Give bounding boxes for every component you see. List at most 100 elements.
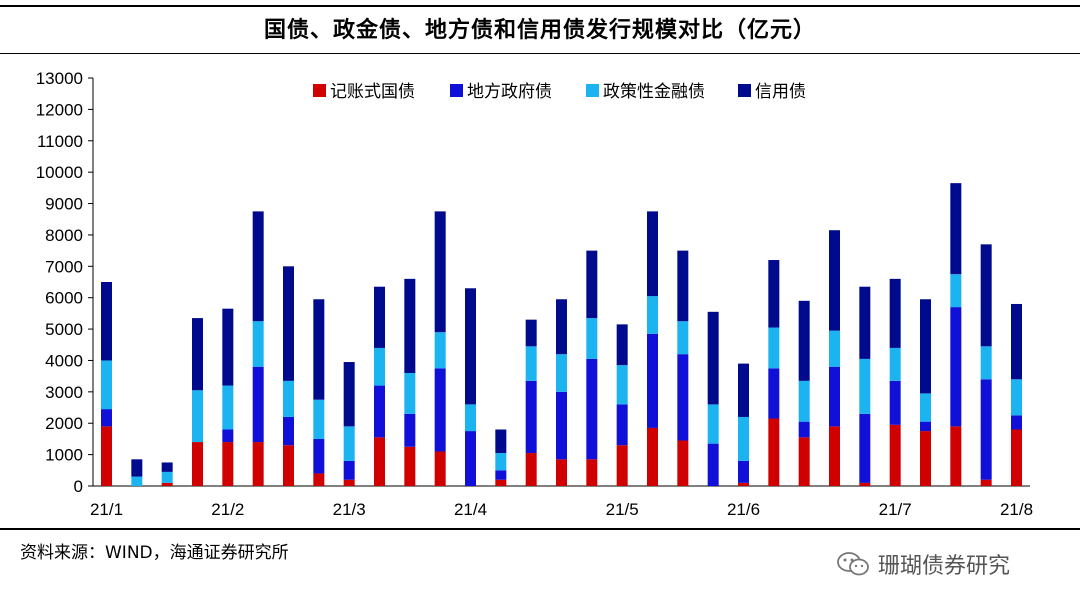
x-tick-label: 21/5 bbox=[606, 500, 639, 519]
bar-segment-4 bbox=[161, 462, 173, 472]
bar-segment-4 bbox=[859, 286, 871, 359]
watermark: 珊瑚债券研究 bbox=[836, 548, 1010, 580]
x-tick-label: 21/8 bbox=[1000, 500, 1033, 519]
legend-swatch bbox=[450, 84, 463, 97]
bar-segment-3 bbox=[131, 476, 143, 486]
x-tick-label: 21/6 bbox=[727, 500, 760, 519]
bar-segment-2 bbox=[798, 421, 810, 438]
x-tick-label: 21/2 bbox=[211, 500, 244, 519]
bar-segment-1 bbox=[647, 427, 658, 486]
bar-segment-4 bbox=[343, 362, 355, 427]
x-tick-label: 21/1 bbox=[90, 500, 123, 519]
bar-segment-3 bbox=[465, 404, 476, 432]
bar-segment-4 bbox=[829, 230, 840, 331]
y-tick-label: 7000 bbox=[45, 257, 83, 276]
bar-segment-1 bbox=[343, 479, 355, 486]
bar-segment-2 bbox=[768, 368, 780, 419]
bar-segment-4 bbox=[556, 299, 567, 355]
bar-segment-4 bbox=[222, 308, 234, 386]
bar-segment-4 bbox=[465, 288, 476, 405]
bar-segment-2 bbox=[980, 379, 992, 480]
bar-segment-4 bbox=[768, 260, 780, 328]
bar-segment-4 bbox=[434, 211, 446, 333]
x-tick-label: 21/7 bbox=[879, 500, 912, 519]
y-tick-label: 4000 bbox=[45, 351, 83, 370]
footer-rule bbox=[0, 528, 1080, 530]
bar-segment-4 bbox=[707, 311, 719, 405]
legend-label: 政策性金融债 bbox=[603, 82, 705, 102]
x-tick-label: 21/4 bbox=[454, 500, 487, 519]
bar-segment-4 bbox=[404, 278, 416, 374]
bar-segment-2 bbox=[222, 429, 234, 443]
bar-segment-3 bbox=[586, 318, 598, 359]
bar-segment-4 bbox=[525, 319, 537, 347]
bar-segment-2 bbox=[647, 333, 658, 428]
bar-segment-4 bbox=[798, 300, 810, 381]
bar-segment-4 bbox=[313, 299, 325, 400]
legend-label: 地方政府债 bbox=[467, 82, 552, 102]
bar-segment-4 bbox=[677, 250, 689, 322]
bar-segment-1 bbox=[101, 426, 112, 486]
bar-segment-4 bbox=[586, 250, 598, 319]
bar-segment-2 bbox=[252, 366, 264, 443]
bar-segment-2 bbox=[283, 416, 294, 446]
bar-segment-1 bbox=[192, 442, 203, 486]
y-tick-label: 10000 bbox=[36, 163, 83, 182]
bar-segment-4 bbox=[980, 244, 992, 347]
bar-segment-4 bbox=[616, 324, 628, 366]
stacked-bar-chart: 0 1000 2000 3000 4000 5000 6000 7000 8000 9000 100… bbox=[36, 69, 1033, 519]
source-note: 资料来源：WIND，海通证券研究所 bbox=[20, 543, 289, 563]
bar-segment-2 bbox=[616, 404, 628, 446]
bar-segment-1 bbox=[313, 473, 325, 486]
bar-segment-2 bbox=[465, 431, 476, 486]
bar-segment-2 bbox=[343, 460, 355, 480]
legend-swatch bbox=[738, 84, 751, 97]
bar-segment-3 bbox=[283, 380, 294, 417]
y-tick-label: 12000 bbox=[36, 100, 83, 119]
bar-segment-2 bbox=[313, 438, 325, 474]
bar-segment-3 bbox=[374, 347, 385, 386]
bar-segment-2 bbox=[889, 380, 901, 425]
y-tick-label: 6000 bbox=[45, 289, 83, 308]
chart-title: 国债、政金债、地方债和信用债发行规模对比（亿元） bbox=[263, 18, 816, 43]
bar-segment-4 bbox=[131, 459, 143, 477]
bar-segment-4 bbox=[647, 211, 658, 297]
bar-segment-3 bbox=[101, 360, 112, 410]
bar-segment-3 bbox=[980, 346, 992, 380]
bar-segment-2 bbox=[404, 413, 416, 447]
bar-segment-1 bbox=[374, 437, 385, 486]
bar-segment-2 bbox=[525, 380, 537, 454]
bar-segment-3 bbox=[889, 347, 901, 381]
y-tick-label: 11000 bbox=[37, 132, 83, 151]
bar-segment-1 bbox=[283, 445, 294, 486]
y-tick-label: 1000 bbox=[45, 446, 83, 465]
bar-segment-3 bbox=[192, 390, 203, 443]
bar-segment-3 bbox=[495, 453, 507, 471]
bar-segment-3 bbox=[859, 358, 871, 414]
bar-segment-4 bbox=[283, 266, 294, 381]
bar-segment-3 bbox=[950, 274, 962, 308]
bar-segment-2 bbox=[707, 443, 719, 486]
bar-segment-3 bbox=[1011, 379, 1022, 416]
title-bar: 国债、政金债、地方债和信用债发行规模对比（亿元） bbox=[0, 0, 1080, 56]
bar-segment-2 bbox=[374, 385, 385, 438]
y-tick-label: 3000 bbox=[45, 383, 83, 402]
bar-segment-3 bbox=[434, 332, 446, 369]
bar-segment-1 bbox=[404, 446, 416, 486]
bar-segment-1 bbox=[829, 426, 840, 486]
bar-segment-4 bbox=[252, 211, 264, 322]
legend-swatch bbox=[313, 84, 326, 97]
bar-segment-1 bbox=[252, 442, 264, 486]
bar-segment-1 bbox=[586, 459, 598, 486]
legend-swatch bbox=[586, 84, 599, 97]
y-tick-label: 2000 bbox=[45, 414, 83, 433]
bar-segment-1 bbox=[161, 482, 173, 486]
legend-label: 信用债 bbox=[755, 82, 806, 102]
y-tick-label: 13000 bbox=[36, 69, 83, 88]
bar-segment-1 bbox=[434, 451, 446, 486]
bar-segment-3 bbox=[647, 296, 658, 334]
bar-segment-3 bbox=[161, 471, 173, 483]
bar-segment-3 bbox=[920, 393, 931, 422]
bar-segment-4 bbox=[495, 429, 507, 454]
bar-segment-3 bbox=[707, 404, 719, 444]
